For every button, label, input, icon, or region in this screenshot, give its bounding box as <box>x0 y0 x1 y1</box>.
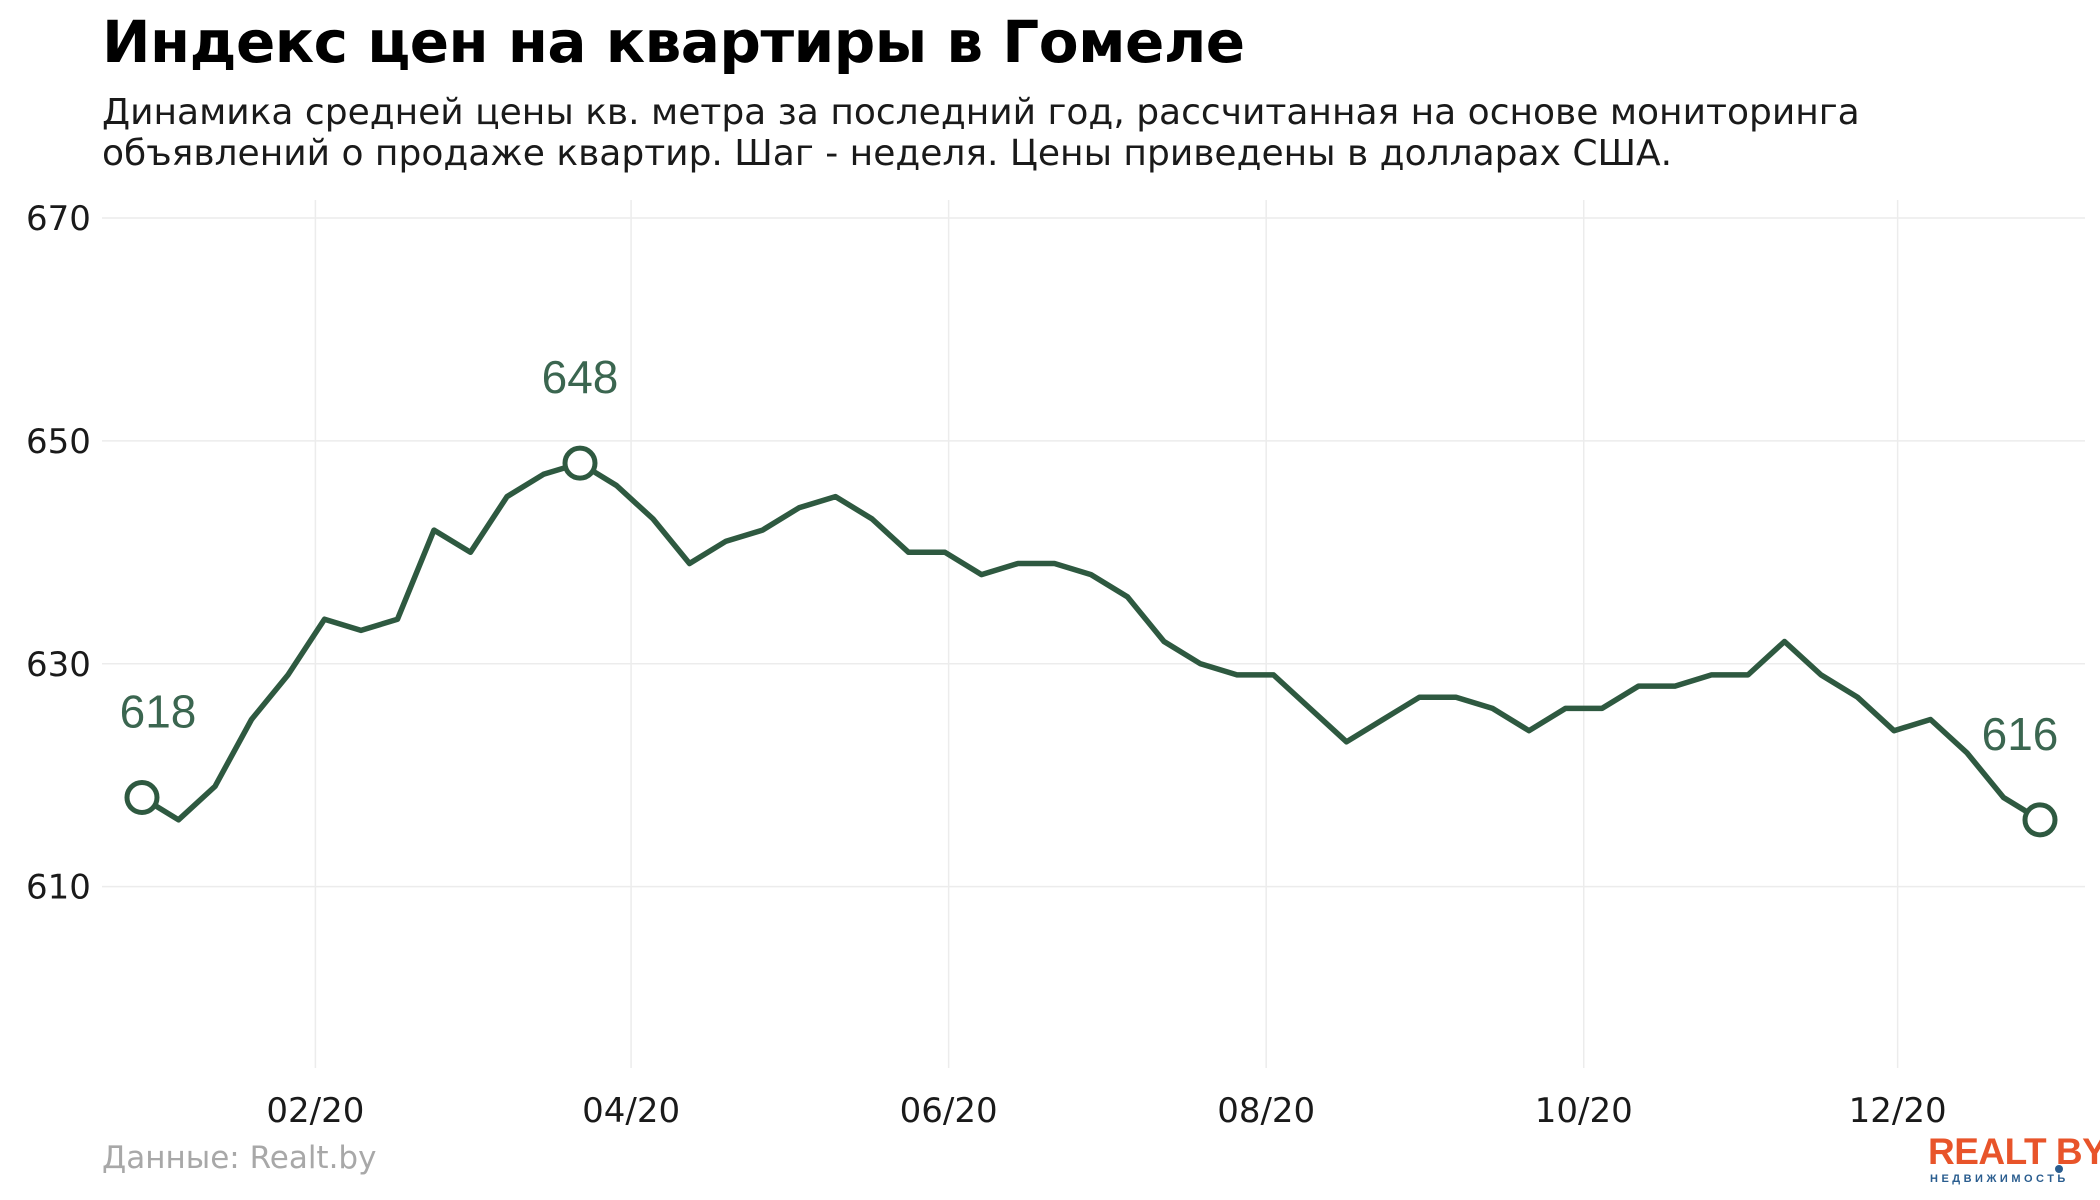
chart-title: Индекс цен на квартиры в Гомеле <box>102 8 1245 76</box>
axes: 610 630 650 670 02/20 04/20 06/20 08/20 10/20 12/… <box>26 199 1947 1131</box>
chart-subtitle: Динамика средней цены кв. метра за после… <box>102 92 1860 174</box>
x-tick-label: 10/20 <box>1535 1091 1633 1131</box>
y-tick-label: 630 <box>26 645 91 685</box>
logo-subtext: НЕДВИЖИМОСТЬ <box>1930 1173 2069 1185</box>
x-tick-label: 04/20 <box>582 1091 680 1131</box>
data-label: 648 <box>542 351 619 403</box>
data-source: Данные: Realt.by <box>102 1140 377 1176</box>
data-label: 616 <box>1982 708 2059 760</box>
x-tick-label: 12/20 <box>1849 1091 1947 1131</box>
realt-logo: REALT BY НЕДВИЖИМОСТЬ <box>1928 1131 2100 1195</box>
logo-dot <box>2055 1165 2063 1173</box>
x-tick-label: 06/20 <box>900 1091 998 1131</box>
annotation-marker <box>2022 802 2058 838</box>
price-line <box>139 460 2043 823</box>
x-tick-label: 02/20 <box>266 1091 364 1131</box>
y-tick-label: 610 <box>26 868 91 908</box>
annotations: 618 648 616 <box>120 351 2059 838</box>
annotation-marker <box>124 780 160 816</box>
y-tick-label: 650 <box>26 422 91 462</box>
logo-text: REALT BY <box>1928 1131 2100 1172</box>
grid <box>102 200 2085 1068</box>
y-tick-label: 670 <box>26 199 91 239</box>
annotation-marker <box>562 445 598 481</box>
x-tick-label: 08/20 <box>1217 1091 1315 1131</box>
data-label: 618 <box>120 686 197 738</box>
series <box>139 460 2043 823</box>
